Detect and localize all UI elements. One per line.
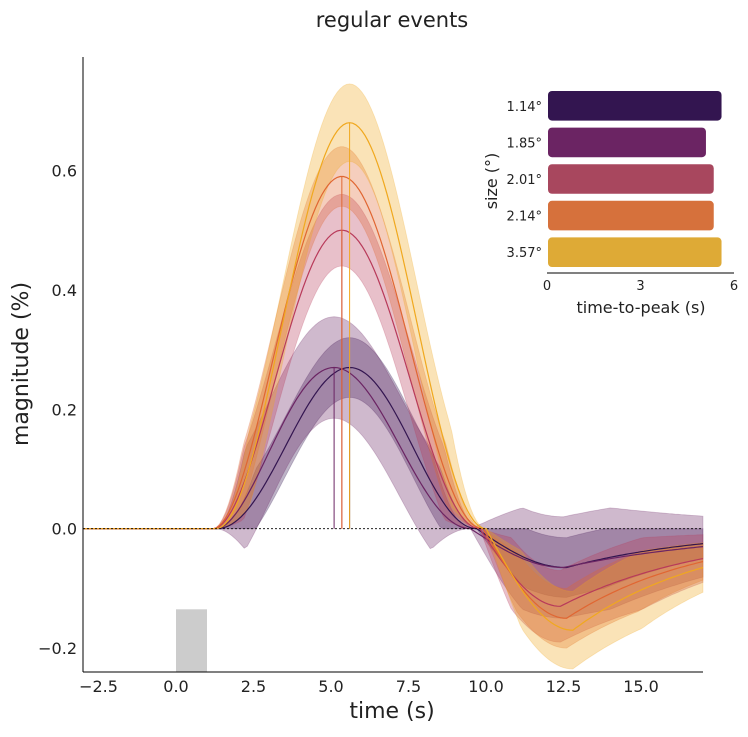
- inset-bar-2: [548, 127, 706, 158]
- confidence-bands: [83, 83, 704, 670]
- y-tick-label: 0.6: [52, 161, 77, 180]
- chart-title: regular events: [316, 8, 469, 32]
- inset-category-label: 3.57°: [507, 246, 542, 261]
- inset-category-label: 1.14°: [507, 100, 542, 115]
- x-tick-label: 15.0: [623, 677, 659, 696]
- x-tick-label: 12.5: [546, 677, 582, 696]
- inset-x-axis-label: time-to-peak (s): [576, 298, 705, 317]
- inset-category-label: 2.01°: [507, 173, 542, 188]
- peak-markers: [333, 122, 351, 529]
- stimulus-block: [176, 609, 207, 672]
- series-lines: [83, 122, 704, 631]
- y-ticks: −0.2 0.0 0.2 0.4 0.6: [38, 161, 77, 658]
- series-line-5: [83, 122, 704, 631]
- y-tick-label: 0.4: [52, 281, 77, 300]
- x-tick-label: 0.0: [163, 677, 188, 696]
- y-tick-label: 0.0: [52, 520, 77, 539]
- inset-bar-4: [548, 200, 714, 231]
- x-tick-label: 5.0: [318, 677, 343, 696]
- x-tick-label: 7.5: [396, 677, 421, 696]
- inset-bar-3: [548, 164, 714, 194]
- main-plot: −2.5 0.0 2.5 5.0 7.5 10.0 12.5 15.0 −0.2 0.0 0.2 0…: [9, 57, 704, 724]
- y-axis-label: magnitude (%): [9, 282, 34, 446]
- inset-x-tick-label: 6: [730, 279, 738, 294]
- inset-y-axis-label: size (°): [482, 153, 501, 210]
- inset-category-label: 1.85°: [507, 136, 542, 151]
- inset-x-tick-label: 3: [636, 279, 644, 294]
- x-tick-label: 2.5: [241, 677, 266, 696]
- x-tick-label: 10.0: [468, 677, 504, 696]
- inset-x-tick-label: 0: [543, 279, 551, 294]
- x-axis-label: time (s): [349, 699, 434, 724]
- y-tick-label: −0.2: [38, 639, 77, 658]
- inset-bar-5: [548, 237, 722, 267]
- x-tick-label: −2.5: [79, 677, 118, 696]
- inset-plot: 1.14° 1.85° 2.01° 2.14° 3.57° 0 3 6 time-to-pe…: [482, 91, 738, 317]
- inset-bar-1: [548, 91, 722, 121]
- y-tick-label: 0.2: [52, 400, 77, 419]
- confidence-band-3: [83, 193, 704, 643]
- x-ticks: −2.5 0.0 2.5 5.0 7.5 10.0 12.5 15.0: [79, 677, 659, 696]
- inset-x-ticks: 0 3 6: [543, 279, 738, 294]
- inset-category-labels: 1.14° 1.85° 2.01° 2.14° 3.57°: [507, 100, 542, 261]
- inset-bars: [548, 91, 722, 267]
- inset-category-label: 2.14°: [507, 210, 542, 225]
